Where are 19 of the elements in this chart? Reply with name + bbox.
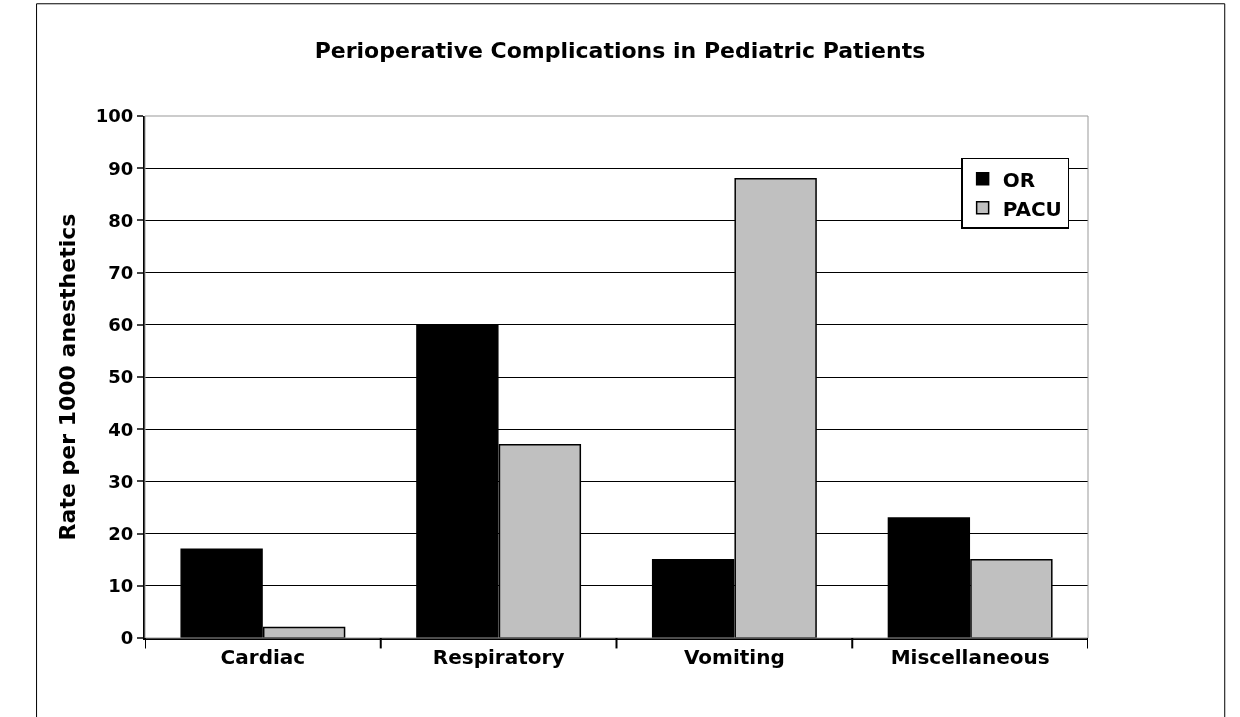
y-tick-label: 30	[108, 470, 134, 492]
x-tick-label: Respiratory	[432, 645, 565, 669]
y-tick-label: 60	[108, 314, 134, 336]
y-tick-label: 100	[95, 105, 134, 127]
legend-label: PACU	[1002, 196, 1062, 221]
chart-title: Perioperative Complications in Pediatric Patients	[314, 37, 926, 63]
y-tick-label: 40	[108, 418, 134, 440]
y-tick-label: 70	[108, 261, 134, 283]
x-tick-label: Cardiac	[220, 645, 306, 669]
y-tick-label: 90	[108, 157, 134, 179]
x-tick-label: Vomiting	[683, 645, 785, 669]
y-tick-label: 0	[120, 627, 134, 649]
y-tick-label: 50	[108, 366, 134, 388]
legend-label: OR	[1002, 167, 1036, 192]
y-axis-title: Rate per 1000 anesthetics	[55, 213, 81, 541]
y-tick-label: 10	[108, 575, 134, 597]
y-tick-label: 80	[108, 209, 134, 231]
y-tick-label: 20	[108, 522, 134, 544]
x-tick-label: Miscellaneous	[890, 645, 1050, 669]
